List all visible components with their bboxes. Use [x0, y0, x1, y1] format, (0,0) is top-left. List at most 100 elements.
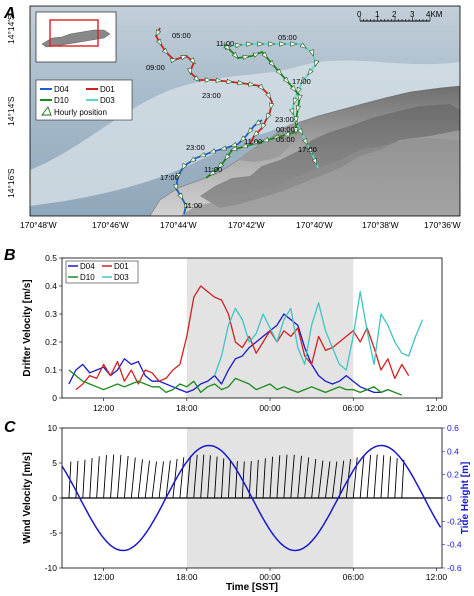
- map-legend: D04 D01 D10 D03 Hourly position: [35, 79, 133, 121]
- panel-c-letter: C: [4, 419, 16, 436]
- hourly-position-marker: [208, 148, 217, 154]
- hourly-position-marker: [261, 137, 270, 143]
- legend-d03: D03: [114, 273, 129, 282]
- series-d10: [68, 369, 403, 396]
- time-label: 09:00: [146, 63, 165, 72]
- wind-vector: [304, 457, 310, 499]
- hourly-position-marker: [242, 54, 250, 60]
- hourly-position-marker: [282, 131, 291, 137]
- hourly-position-marker: [246, 41, 254, 47]
- wind-vector: [172, 458, 178, 499]
- hourly-position-marker: [237, 80, 245, 86]
- hourly-position-marker: [226, 78, 234, 85]
- hourly-position-marker: [254, 119, 262, 126]
- hourly-position-marker: [293, 127, 299, 135]
- time-label: 17:00: [298, 145, 317, 154]
- y-tick-label: 0.4: [45, 281, 57, 291]
- wind-vector: [117, 454, 122, 499]
- wind-vector: [110, 454, 115, 499]
- hourly-position-marker: [307, 147, 313, 156]
- hourly-position-marker: [229, 146, 238, 152]
- y-tick-label: -5: [49, 528, 57, 538]
- hourly-position-marker: [295, 105, 301, 113]
- inset-highlight-box: [49, 19, 99, 47]
- panel-c-y2label: Tide Height [m]: [460, 462, 471, 535]
- panel-b-legend: D04 D01 D10 D03: [65, 260, 139, 284]
- hourly-position-marker: [261, 51, 269, 59]
- legend-hourly-position: Hourly position: [54, 108, 107, 117]
- hourly-position-icon: [41, 106, 52, 116]
- y-tick-label: 0.5: [45, 253, 57, 263]
- lon-label: 170°38'W: [362, 220, 399, 230]
- scale-label-2: 2: [392, 10, 397, 19]
- lat-label: 14°16'S: [6, 168, 16, 198]
- x-tick-label: 00:00: [259, 403, 281, 413]
- wind-vector: [227, 459, 232, 499]
- wind-vector: [394, 458, 398, 499]
- x-tick-label: 18:00: [176, 403, 198, 413]
- hourly-position-marker: [247, 127, 254, 135]
- panel-c: C -10 -5 0 5 10 -0.6 -0.4 -0.2 0 0.2 0.4 0.6 12:00…: [4, 419, 471, 593]
- hourly-position-marker: [170, 57, 178, 64]
- panel-c-ylabel: Wind Velocity [m/s]: [22, 452, 33, 544]
- hourly-position-marker: [224, 44, 231, 51]
- wind-vector: [401, 459, 405, 499]
- wind-vector: [283, 454, 288, 499]
- time-label: 11:00: [184, 201, 202, 210]
- hourly-position-marker: [217, 162, 224, 169]
- time-label: 17:00: [160, 173, 179, 182]
- y-tick-label: -10: [45, 563, 58, 573]
- y-tick-label: 10: [48, 423, 58, 433]
- y-tick-label: 0.3: [45, 309, 57, 319]
- scale-label-0: 0: [357, 10, 362, 19]
- time-label: 23:00: [275, 115, 294, 124]
- hourly-position-marker: [198, 152, 207, 158]
- hourly-position-marker: [290, 85, 297, 93]
- hourly-position-marker: [239, 135, 247, 143]
- y-tick-label: 5: [52, 458, 57, 468]
- hourly-position-marker: [257, 41, 265, 47]
- y2-tick-label: 0.6: [447, 423, 459, 433]
- x-tick-label: 12:00: [93, 403, 115, 413]
- hourly-position-marker: [204, 77, 212, 83]
- hourly-position-marker: [251, 140, 259, 146]
- wind-vector: [82, 459, 86, 499]
- lon-label: 170°42'W: [228, 220, 265, 230]
- wind-vector: [200, 454, 205, 499]
- scale-bar: 0 1 2 3 4KM: [357, 10, 443, 22]
- time-label: 11:00: [244, 137, 262, 146]
- x-tick-label: 00:00: [259, 572, 281, 582]
- wind-vector: [130, 457, 136, 499]
- hourly-position-marker: [177, 192, 184, 201]
- x-tick-label: 12:00: [426, 403, 448, 413]
- lat-label: 14°14'S: [6, 14, 16, 44]
- hourly-position-marker: [188, 156, 197, 163]
- wind-vector: [255, 459, 259, 499]
- wind-vector: [234, 461, 238, 499]
- hourly-position-marker: [252, 52, 261, 58]
- hourly-position-marker: [308, 49, 314, 57]
- wind-vector: [179, 457, 185, 499]
- hourly-position-marker: [235, 42, 243, 49]
- scale-label-4: 4KM: [426, 10, 443, 19]
- map-axis-labels: 14°14'S 14°14'S 14°16'S 170°48'W 170°46'…: [6, 14, 461, 230]
- map-land-relief-2: [180, 138, 460, 216]
- time-label: 11:00: [204, 165, 222, 174]
- hourly-position-marker: [297, 94, 303, 102]
- y-tick-label: 0.1: [45, 365, 57, 375]
- hourly-position-marker: [297, 128, 303, 136]
- hourly-position-marker: [155, 29, 162, 37]
- hourly-position-marker: [173, 183, 179, 192]
- x-tick-label: 12:00: [426, 572, 448, 582]
- x-tick-label: 18:00: [176, 572, 198, 582]
- scale-label-3: 3: [410, 10, 415, 19]
- hourly-position-marker: [257, 83, 265, 91]
- y2-tick-label: -0.4: [447, 540, 462, 550]
- time-label: 11:00: [216, 39, 234, 48]
- hourly-position-marker: [265, 92, 271, 100]
- lon-label: 170°36'W: [424, 220, 461, 230]
- time-label: 05:00: [276, 135, 295, 144]
- wind-vector: [325, 461, 331, 499]
- wind-vector: [297, 455, 302, 499]
